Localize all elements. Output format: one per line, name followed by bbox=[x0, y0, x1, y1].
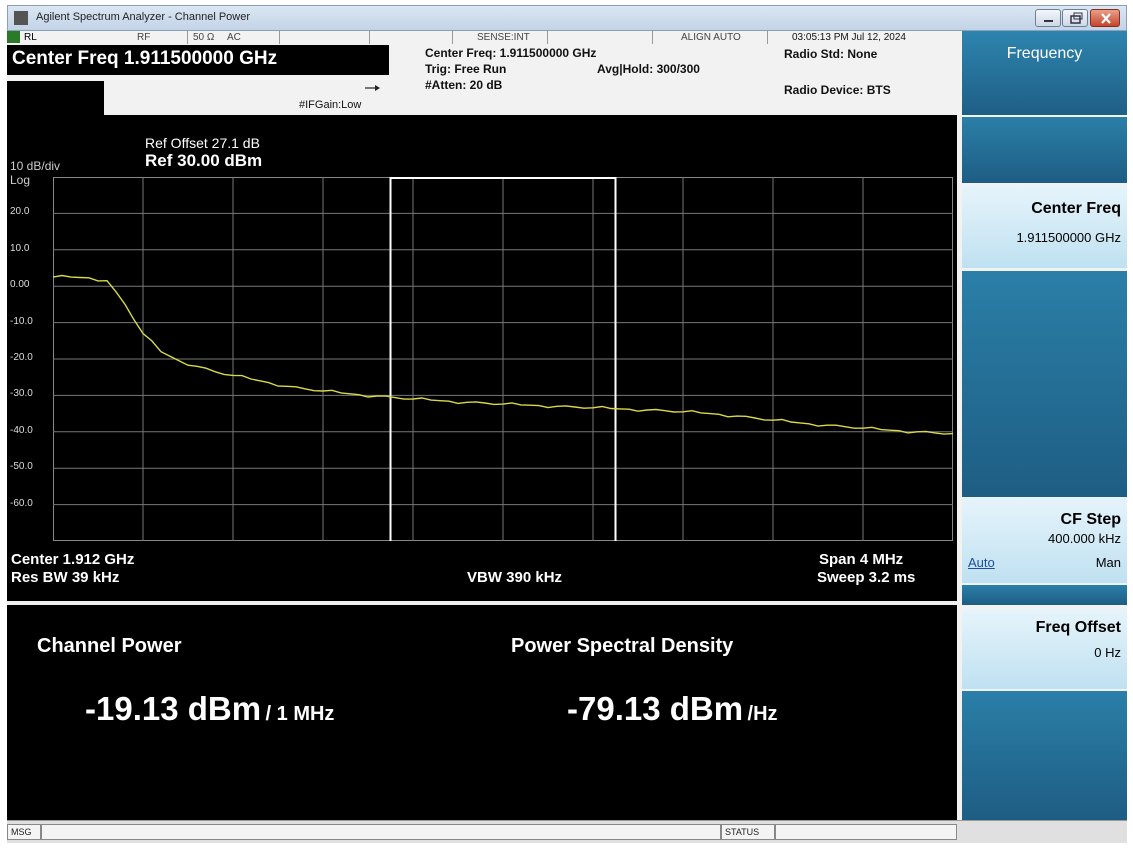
app-icon bbox=[14, 11, 28, 25]
y-tick-label: -60.0 bbox=[10, 497, 33, 509]
y-tick-label: -10.0 bbox=[10, 315, 33, 327]
marker-readout-box bbox=[7, 81, 104, 115]
ref-offset: Ref Offset 27.1 dB bbox=[145, 135, 260, 151]
timestamp: 03:05:13 PM Jul 12, 2024 bbox=[792, 32, 906, 43]
y-tick-label: -50.0 bbox=[10, 461, 33, 473]
divider bbox=[7, 601, 957, 605]
softkey-blank-2[interactable] bbox=[962, 271, 1127, 499]
divider bbox=[279, 31, 280, 44]
info-atten: #Atten: 20 dB bbox=[425, 78, 503, 92]
center-freq-display[interactable]: Center Freq 1.911500000 GHz bbox=[7, 45, 389, 75]
psd-readout: -79.13 dBm /Hz bbox=[567, 690, 778, 728]
spectrum-plot[interactable] bbox=[53, 177, 953, 541]
vbw-label: VBW 390 kHz bbox=[467, 569, 563, 586]
radio-device: Radio Device: BTS bbox=[784, 83, 891, 97]
ref-level: Ref 30.00 dBm bbox=[145, 151, 263, 170]
divider bbox=[369, 31, 370, 44]
menu-title: Frequency bbox=[1006, 45, 1083, 62]
y-tick-label: 0.00 bbox=[10, 279, 30, 291]
y-tick-label: -30.0 bbox=[10, 388, 33, 400]
psd-value: -79.13 dBm bbox=[567, 690, 744, 727]
scale-type: Log bbox=[10, 173, 31, 187]
divider bbox=[187, 31, 188, 44]
divider bbox=[547, 31, 548, 44]
close-button[interactable] bbox=[1090, 9, 1120, 27]
softkey-spacer bbox=[962, 585, 1127, 605]
softkey-value: 0 Hz bbox=[1094, 645, 1121, 660]
softkey-blank-3[interactable] bbox=[962, 691, 1127, 820]
y-tick-label: 20.0 bbox=[10, 206, 30, 218]
spectrum-trace bbox=[53, 274, 953, 435]
status-coupling: AC bbox=[227, 32, 241, 43]
psd-unit: /Hz bbox=[747, 703, 778, 725]
restore-icon bbox=[1070, 12, 1083, 24]
status-impedance: 50 Ω bbox=[193, 32, 215, 43]
status-area bbox=[775, 824, 957, 840]
res-bw-label: Res BW 39 kHz bbox=[11, 569, 120, 586]
psd-title: Power Spectral Density bbox=[511, 635, 734, 657]
divider bbox=[452, 31, 453, 44]
softkey-label: Center Freq bbox=[1031, 200, 1121, 217]
sweep-label: Sweep 3.2 ms bbox=[817, 569, 916, 586]
cf-step-auto[interactable]: Auto bbox=[968, 555, 995, 570]
minimize-icon bbox=[1044, 20, 1053, 22]
info-trigger: Trig: Free Run bbox=[425, 62, 507, 76]
msg-label: MSG bbox=[7, 824, 41, 840]
close-icon bbox=[1101, 13, 1111, 24]
softkey-center-freq[interactable]: Center Freq 1.911500000 GHz bbox=[962, 186, 1127, 268]
softkey-value: 400.000 kHz bbox=[1048, 531, 1121, 546]
center-freq-text: Center Freq 1.911500000 GHz bbox=[12, 48, 278, 69]
status-bar: MSG STATUS bbox=[7, 820, 1127, 843]
y-tick-label: -40.0 bbox=[10, 424, 33, 436]
softkey-freq-offset[interactable]: Freq Offset 0 Hz bbox=[962, 609, 1127, 689]
softkey-menu-title: Frequency bbox=[962, 31, 1127, 115]
window-title: Agilent Spectrum Analyzer - Channel Powe… bbox=[36, 11, 250, 23]
maximize-button[interactable] bbox=[1062, 9, 1088, 27]
softkey-value: 1.911500000 GHz bbox=[1016, 230, 1121, 245]
divider bbox=[767, 31, 768, 44]
channel-power-readout: -19.13 dBm / 1 MHz bbox=[85, 690, 334, 728]
center-label: Center 1.912 GHz bbox=[11, 551, 135, 568]
channel-power-title: Channel Power bbox=[37, 635, 182, 657]
y-tick-label: 10.0 bbox=[10, 242, 30, 254]
trigger-arrow-icon bbox=[365, 85, 380, 91]
settings-header: RL RF 50 Ω AC SENSE:INT ALIGN AUTO 03:05… bbox=[7, 31, 957, 115]
status-rl: RL bbox=[24, 32, 37, 43]
instrument-screen: RL RF 50 Ω AC SENSE:INT ALIGN AUTO 03:05… bbox=[7, 31, 1127, 820]
cf-step-man[interactable]: Man bbox=[1095, 555, 1121, 570]
y-tick-label: -20.0 bbox=[10, 352, 33, 363]
status-sense: SENSE:INT bbox=[477, 32, 530, 43]
softkey-panel: Frequency Center Freq 1.911500000 GHz CF… bbox=[957, 31, 1127, 820]
status-label[interactable]: STATUS bbox=[721, 824, 775, 840]
span-label: Span 4 MHz bbox=[819, 551, 904, 568]
info-center-freq: Center Freq: 1.911500000 GHz bbox=[425, 46, 597, 60]
minimize-button[interactable] bbox=[1035, 9, 1061, 27]
channel-power-value: -19.13 dBm bbox=[85, 690, 262, 727]
radio-std: Radio Std: None bbox=[784, 47, 878, 61]
lxi-icon bbox=[7, 31, 20, 43]
softkey-blank-1[interactable] bbox=[962, 117, 1127, 183]
divider bbox=[652, 31, 653, 44]
channel-power-unit: / 1 MHz bbox=[265, 703, 335, 725]
info-avg-hold: Avg|Hold: 300/300 bbox=[597, 62, 700, 76]
message-area bbox=[41, 824, 721, 840]
softkey-label: CF Step bbox=[1060, 511, 1121, 528]
window-titlebar: Agilent Spectrum Analyzer - Channel Powe… bbox=[7, 5, 1127, 31]
status-align: ALIGN AUTO bbox=[681, 32, 741, 43]
scale-label: 10 dB/div bbox=[10, 159, 61, 173]
softkey-cf-step[interactable]: CF Step 400.000 kHz Auto Man bbox=[962, 497, 1127, 583]
ifgain-label: #IFGain:Low bbox=[299, 99, 362, 111]
status-rf: RF bbox=[137, 32, 151, 43]
softkey-label: Freq Offset bbox=[1035, 619, 1121, 636]
